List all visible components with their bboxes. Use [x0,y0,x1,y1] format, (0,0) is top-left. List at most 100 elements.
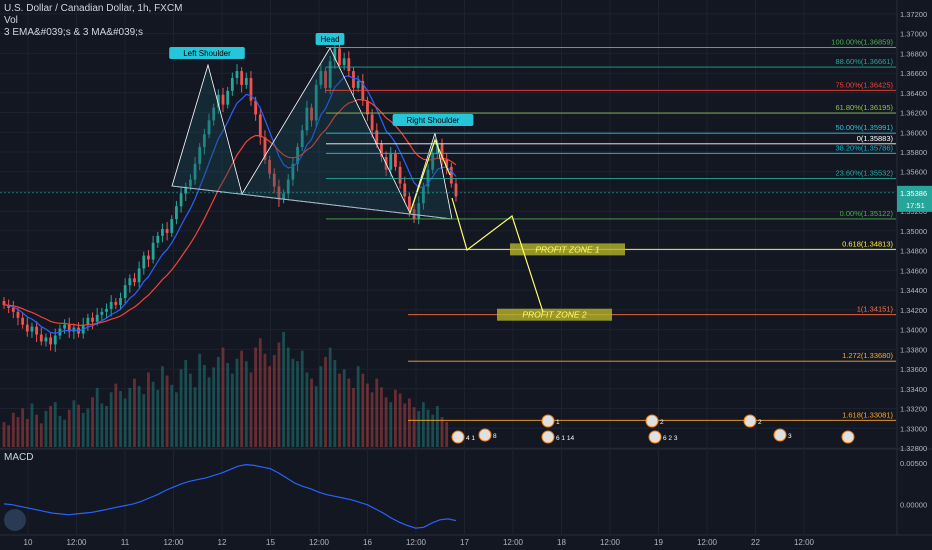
event-badge-count: 2 [758,419,762,426]
candle-body [333,48,337,62]
x-tick-label: 10 [24,538,33,547]
candle-body [39,334,43,342]
volume-bar [291,358,295,447]
volume-bar [417,410,421,447]
x-tick-label: 12:00 [163,538,184,547]
indicators-label[interactable]: 3 EMA&#039;s & 3 MA&#039;s [4,27,143,38]
macd-line [3,463,457,529]
candle-body [268,159,272,174]
candle-body [109,301,113,309]
volume-bar [426,409,430,447]
ema-fast-line [3,74,457,334]
current-price-badge [897,185,932,212]
volume-bar [193,387,197,447]
candle-body [212,107,216,121]
candle-body [119,298,122,305]
candle-body [170,219,174,233]
volume-bar [114,383,118,447]
fib-extension-label: 0.618(1.34813) [842,239,893,248]
volume-bar [161,366,164,447]
candle-body [11,307,15,312]
volume-bar [296,361,299,447]
candle-body [2,300,6,305]
volume-bar [119,391,122,447]
y-tick-label: 1.33400 [900,385,927,394]
x-tick-label: 12:00 [309,538,330,547]
volume-bar [235,358,239,447]
candle-body [91,317,94,322]
volume-bar [347,378,351,447]
candle-body [300,130,304,148]
candle-body [198,147,202,164]
candle-body [370,114,374,131]
candle-body [449,166,453,184]
volume-bar [272,355,276,447]
volume-bar [198,353,202,447]
x-tick-label: 18 [557,538,566,547]
candle-body [86,317,90,325]
candle-body [258,114,262,138]
volume-bar [221,347,225,447]
volume-bar [398,393,402,447]
x-tick-label: 19 [654,538,663,547]
candle-body [435,144,439,154]
event-badge [541,430,555,444]
candle-body [403,183,407,197]
countdown-label: 17:51 [906,201,925,210]
x-tick-label: 17 [460,538,469,547]
profit-zone-box [510,243,625,256]
volume-bar [230,373,234,447]
candle-body [282,193,285,200]
y-tick-label: 1.36400 [900,89,927,98]
volume-bar [389,402,393,447]
volume-bar [179,369,183,447]
event-badge-count: 3 [788,433,792,440]
volume-bar [44,410,48,447]
candle-body [324,71,327,88]
volume-label[interactable]: Vol [4,15,18,26]
volume-bar [263,353,267,447]
event-badge [648,430,662,444]
event-badge [773,428,787,442]
candle-body [375,130,379,145]
candle-body [338,48,341,66]
candle-body [221,94,225,105]
y-tick-label: 1.34000 [900,326,927,335]
candle-body [286,179,290,194]
tradingview-logo-icon[interactable] [4,509,26,531]
volume-bar [100,403,104,447]
candle-body [7,304,11,308]
event-badge [451,430,465,444]
candle-body [342,58,346,66]
volume-bar [16,417,20,447]
candle-body [352,71,355,88]
candle-body [30,326,34,332]
volume-bar [207,377,211,447]
candle-body [67,324,71,332]
volume-bar [370,392,374,447]
candle-body [230,78,234,91]
candle-body [394,153,397,167]
volume-bar [175,392,178,447]
pattern-label-bg [392,114,474,126]
macd-tick-label: 0.00000 [900,501,927,510]
candle-body [16,311,20,318]
pattern-label-bg [315,33,345,45]
symbol-title[interactable]: U.S. Dollar / Canadian Dollar, 1h, FXCM [4,3,183,14]
volume-bar [137,386,141,447]
volume-bar [338,373,341,447]
y-tick-label: 1.36200 [900,109,927,118]
fib-extension-label: 1.618(1.33081) [842,410,893,419]
y-tick-label: 1.37000 [900,30,927,39]
volume-bar [39,423,43,447]
macd-label[interactable]: MACD [4,452,34,463]
volume-bar [328,347,332,447]
volume-bar [403,403,407,447]
volume-bar [268,366,272,447]
candle-body [291,163,295,180]
volume-bar [254,347,258,447]
candle-body [25,324,29,332]
x-tick-label: 12:00 [697,538,718,547]
volume-bar [142,394,146,447]
